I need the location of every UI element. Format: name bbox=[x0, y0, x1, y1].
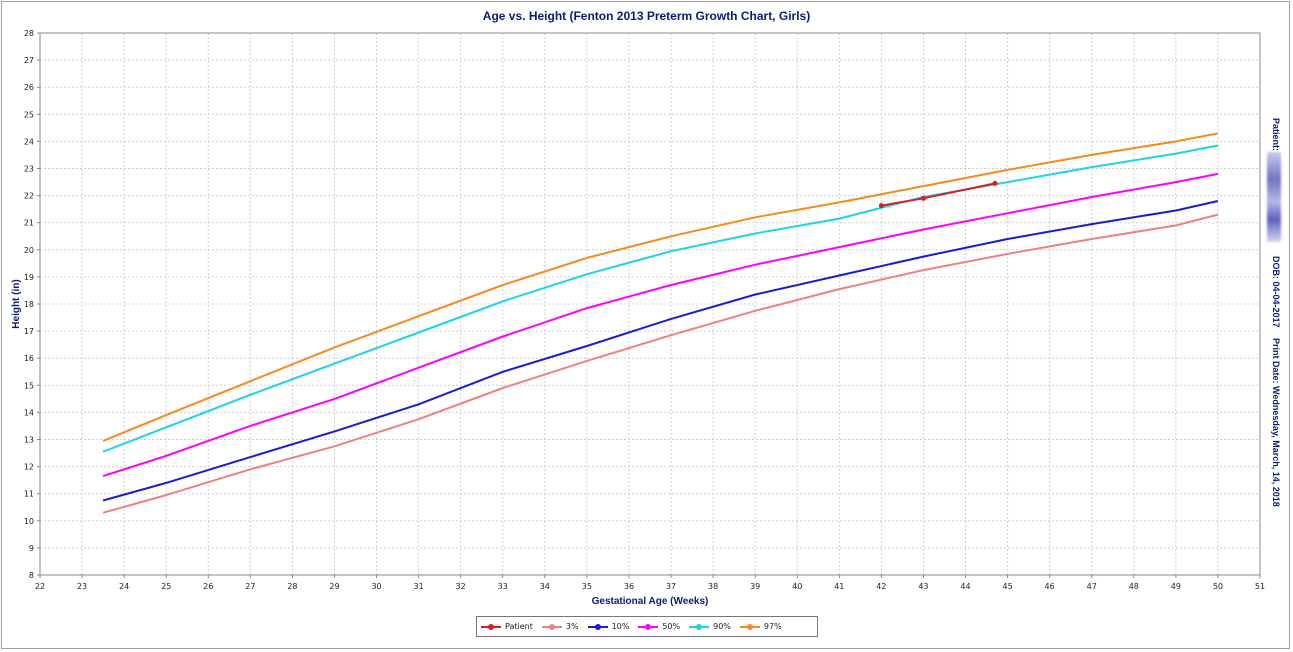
legend-item-50pct: 50% bbox=[638, 622, 680, 631]
x-tick-label: 49 bbox=[1171, 582, 1181, 591]
chart-title: Age vs. Height (Fenton 2013 Preterm Grow… bbox=[482, 9, 811, 23]
x-tick-label: 22 bbox=[35, 582, 45, 591]
print-date-label: Print Date: Wednesday, March, 14, 2018 bbox=[1271, 338, 1281, 507]
x-axis-label: Gestational Age (Weeks) bbox=[592, 596, 709, 607]
dob-label: DOB: 04-04-2017 bbox=[1271, 256, 1281, 328]
x-tick-label: 26 bbox=[203, 582, 213, 591]
x-tick-label: 30 bbox=[371, 582, 381, 591]
legend-label: 50% bbox=[662, 622, 681, 631]
legend-label: 3% bbox=[565, 622, 579, 631]
patient-label: Patient: bbox=[1271, 118, 1281, 151]
legend-item-patient: Patient bbox=[481, 622, 533, 631]
y-tick-label: 15 bbox=[24, 381, 34, 390]
legend-item-90pct: 90% bbox=[689, 622, 731, 631]
x-tick-label: 51 bbox=[1255, 582, 1265, 591]
x-tick-label: 47 bbox=[1087, 582, 1097, 591]
legend: Patient 3% 10% 50% 90% 97% bbox=[476, 616, 818, 637]
series-line-10pct bbox=[102, 200, 1219, 502]
x-tick-label: 43 bbox=[918, 582, 928, 591]
y-tick-label: 20 bbox=[24, 246, 34, 255]
patient-point bbox=[920, 195, 926, 201]
x-tick-label: 34 bbox=[540, 582, 550, 591]
y-tick-label: 9 bbox=[29, 544, 34, 553]
y-tick-label: 13 bbox=[24, 436, 34, 445]
y-axis-label: Height (in) bbox=[11, 279, 22, 328]
y-tick-label: 21 bbox=[24, 219, 34, 228]
x-tick-label: 46 bbox=[1045, 582, 1055, 591]
legend-swatch bbox=[638, 623, 659, 631]
grid bbox=[39, 32, 1261, 576]
x-tick-label: 37 bbox=[666, 582, 676, 591]
y-tick-label: 22 bbox=[24, 192, 34, 201]
y-tick-label: 25 bbox=[24, 110, 34, 119]
x-tick-label: 33 bbox=[498, 582, 508, 591]
series-line-50pct bbox=[102, 172, 1219, 478]
x-tick-label: 39 bbox=[750, 582, 760, 591]
series-lines bbox=[102, 132, 1219, 514]
legend-label: 90% bbox=[713, 622, 731, 631]
y-tick-label: 8 bbox=[29, 571, 34, 580]
y-tick-label: 17 bbox=[24, 327, 34, 336]
y-tick-label: 16 bbox=[24, 354, 34, 363]
y-tick-label: 26 bbox=[24, 83, 34, 92]
series-line-90pct bbox=[102, 144, 1219, 453]
legend-label: Patient bbox=[505, 622, 533, 631]
x-tick-label: 41 bbox=[834, 582, 844, 591]
x-tick-label: 42 bbox=[876, 582, 886, 591]
legend-swatch bbox=[739, 623, 760, 631]
x-tick-label: 45 bbox=[1002, 582, 1012, 591]
x-tick-label: 35 bbox=[582, 582, 592, 591]
x-tick-label: 40 bbox=[792, 582, 802, 591]
x-tick-label: 38 bbox=[708, 582, 718, 591]
legend-label: 10% bbox=[611, 622, 630, 631]
x-tick-label: 50 bbox=[1213, 582, 1223, 591]
y-tick-label: 19 bbox=[24, 273, 34, 282]
y-tick-label: 23 bbox=[24, 165, 34, 174]
patient-point bbox=[878, 203, 884, 209]
y-tick-label: 27 bbox=[24, 56, 34, 65]
y-tick-label: 12 bbox=[24, 463, 34, 472]
x-tick-label: 29 bbox=[329, 582, 339, 591]
y-tick-label: 28 bbox=[24, 29, 34, 38]
x-tick-label: 23 bbox=[77, 582, 87, 591]
axis-ticks: 22 23 24 25 26 27 28 29 30 31 32 33 34 35 36 37 38 39 40 41… bbox=[24, 29, 1265, 591]
series-line-patient bbox=[881, 182, 996, 207]
y-tick-label: 10 bbox=[24, 517, 34, 526]
series-line-3pct bbox=[102, 213, 1219, 514]
x-tick-label: 28 bbox=[287, 582, 297, 591]
y-tick-label: 18 bbox=[24, 300, 34, 309]
y-tick-label: 14 bbox=[24, 408, 34, 417]
x-tick-label: 25 bbox=[161, 582, 171, 591]
legend-item-97pct: 97% bbox=[739, 622, 782, 631]
y-tick-label: 11 bbox=[24, 490, 34, 499]
x-tick-label: 32 bbox=[456, 582, 466, 591]
x-tick-label: 27 bbox=[245, 582, 255, 591]
legend-swatch bbox=[587, 623, 608, 631]
legend-item-3pct: 3% bbox=[541, 622, 579, 631]
legend-swatch bbox=[541, 623, 562, 631]
y-tick-label: 24 bbox=[24, 137, 34, 146]
x-tick-label: 24 bbox=[119, 582, 129, 591]
patient-name-redacted bbox=[1267, 152, 1281, 242]
legend-item-10pct: 10% bbox=[587, 622, 630, 631]
x-tick-label: 48 bbox=[1129, 582, 1139, 591]
x-tick-label: 31 bbox=[414, 582, 424, 591]
legend-swatch bbox=[689, 623, 710, 631]
x-tick-label: 36 bbox=[624, 582, 634, 591]
patient-point bbox=[992, 180, 998, 186]
x-tick-label: 44 bbox=[960, 582, 970, 591]
legend-label: 97% bbox=[763, 622, 782, 631]
legend-swatch bbox=[481, 623, 501, 631]
series-line-97pct bbox=[102, 132, 1219, 442]
